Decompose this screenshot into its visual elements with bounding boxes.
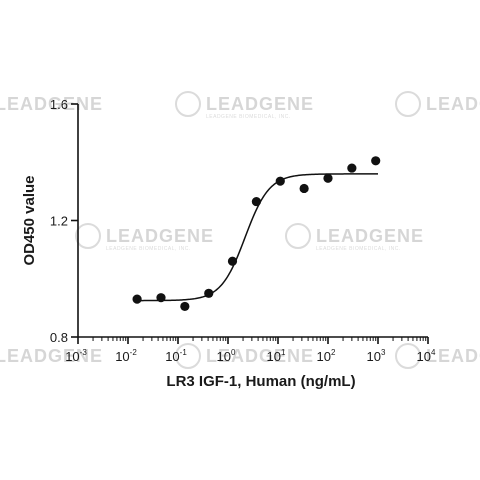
watermark-text: LEADGENE [0,94,103,114]
watermark-subtext: LEADGENE BIOMEDICAL, INC. [316,246,401,252]
x-axis-title: LR3 IGF-1, Human (ng/mL) [166,373,355,390]
watermark-text: LEADGENE [106,226,214,246]
x-tick-label: 103 [367,348,386,364]
y-axis-title: OD450 value [21,175,38,265]
watermark-logo: LEADGENE LEADGENE BIOMEDICAL, INC. [175,91,314,120]
watermark-text: LEADGENE [206,346,314,366]
data-point [275,176,285,186]
watermark-text: LEADGENE [426,346,480,366]
data-point [132,294,142,304]
watermark-text: LEADGENE [426,94,480,114]
data-point [251,196,262,207]
x-tick-label: 100 [217,348,236,364]
data-points [132,156,381,312]
watermark-logo: LEADGENE LEADGENE BIOMEDICAL, INC. [75,223,214,252]
data-point [227,256,238,266]
fit-curve [136,173,378,302]
watermark-logo: LEADGENE [175,343,314,369]
data-point [323,173,333,183]
fit-curve-group [136,173,378,302]
watermark-logo: LEADGENE LEADGENE BIOMEDICAL, INC. [285,223,424,252]
watermark-logo: LEADGENE [395,91,480,117]
watermark-logo: LEADGENE [395,343,480,369]
x-tick-label: 10-3 [65,348,87,364]
y-tick-label: 1.2 [50,214,68,229]
x-tick-label: 102 [317,348,336,364]
data-point [180,301,190,312]
x-tick-label: 10-2 [115,348,137,364]
watermark-text: LEADGENE [206,94,314,114]
watermark-text: LEADGENE [316,226,424,246]
axes: 0.8 1.2 1.6 10-3 10-2 10-1 100 101 102 103 104 [50,97,436,364]
watermark-layer: LEADGENE LEADGENE LEADGENE BIOMEDICAL, I… [0,91,480,369]
watermark-subtext: LEADGENE BIOMEDICAL, INC. [206,114,291,120]
data-point [371,156,381,166]
data-point [299,183,309,194]
x-tick-label: 104 [417,348,436,364]
watermark-text: LEADGENE [0,346,103,366]
x-tick-label: 10-1 [165,348,187,364]
y-tick-label: 1.6 [50,97,68,112]
data-point [204,288,214,298]
watermark-logo: LEADGENE [0,346,103,366]
y-tick-label: 0.8 [50,330,68,345]
data-point [156,293,166,303]
watermark-logo: LEADGENE [0,94,103,114]
x-tick-label: 101 [267,348,286,364]
data-point [347,163,357,173]
watermark-subtext: LEADGENE BIOMEDICAL, INC. [106,246,191,252]
